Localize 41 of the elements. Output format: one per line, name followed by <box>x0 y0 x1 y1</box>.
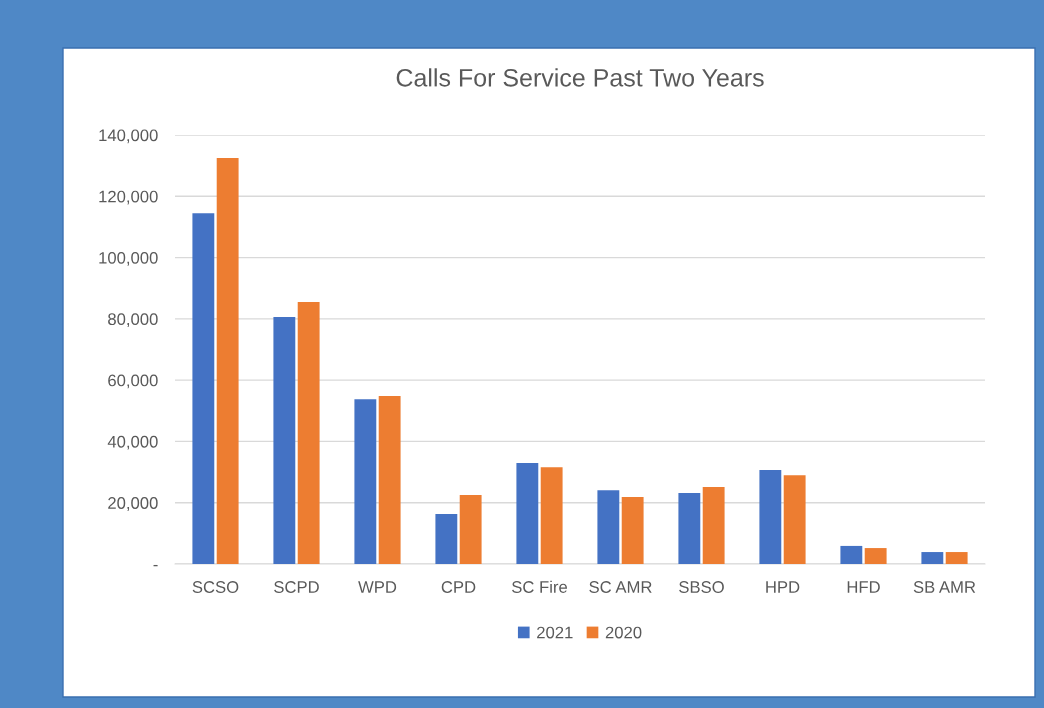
x-tick-label: SBSO <box>679 581 724 593</box>
y-tick-label: 120,000 <box>99 190 158 205</box>
y-tick-label: - <box>153 564 158 567</box>
bar <box>516 462 539 564</box>
bar <box>678 492 701 564</box>
bar <box>435 514 458 564</box>
y-tick-label: 60,000 <box>108 374 158 389</box>
bar <box>921 552 944 564</box>
bar <box>621 496 644 564</box>
bar <box>297 302 320 564</box>
bar <box>354 399 377 564</box>
bar <box>459 495 482 564</box>
y-tick-label: 140,000 <box>99 129 158 144</box>
x-tick-label: CPD <box>441 581 476 593</box>
x-tick-label: SC Fire <box>512 580 567 593</box>
x-tick-label: HPD <box>766 581 800 593</box>
bar <box>864 548 887 564</box>
bar <box>840 545 863 564</box>
y-tick-label: 80,000 <box>108 313 158 328</box>
y-tick-label: 40,000 <box>107 435 158 450</box>
bar <box>945 552 968 564</box>
bar <box>759 469 782 564</box>
legend-label: 2021 <box>537 626 573 639</box>
x-tick-label: HFD <box>847 581 880 593</box>
bar <box>192 213 215 564</box>
bar <box>216 157 239 564</box>
bar <box>273 317 296 564</box>
bar <box>378 396 401 564</box>
bar <box>783 475 806 564</box>
bar <box>702 487 725 564</box>
legend-label: 2020 <box>605 626 642 639</box>
y-tick-label: 100,000 <box>99 251 158 266</box>
bar <box>597 490 620 564</box>
x-tick-label: SCPD <box>274 581 319 593</box>
x-tick-label: SB AMR <box>913 581 976 593</box>
x-tick-label: WPD <box>358 581 397 593</box>
x-tick-label: SCSO <box>192 581 239 593</box>
y-tick-label: 20,000 <box>108 497 158 511</box>
chart-title: Calls For Service Past Two Years <box>396 68 764 87</box>
x-tick-label: SC AMR <box>589 581 652 593</box>
bar <box>540 467 563 564</box>
